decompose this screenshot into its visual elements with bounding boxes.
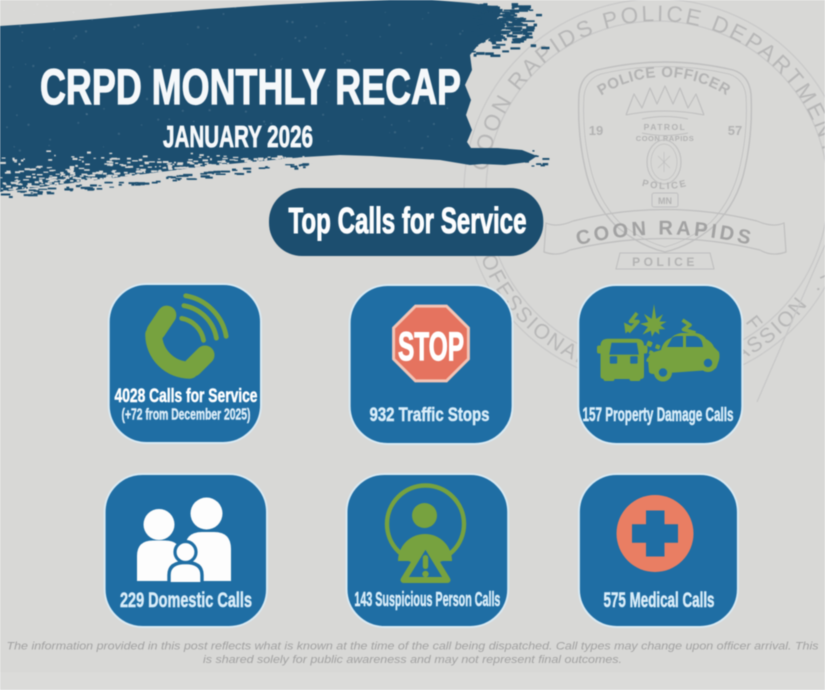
svg-text:(+72 from December 2025): (+72 from December 2025) bbox=[122, 407, 251, 424]
svg-text:POLICE: POLICE bbox=[641, 178, 689, 192]
svg-text:POLICE: POLICE bbox=[632, 255, 698, 269]
svg-text:STOP: STOP bbox=[398, 325, 464, 369]
svg-text:T: T bbox=[814, 266, 825, 284]
svg-text:229 Domestic Calls: 229 Domestic Calls bbox=[120, 589, 252, 612]
svg-text:COON RAPIDS: COON RAPIDS bbox=[636, 134, 694, 143]
svg-text:The information provided in th: The information provided in this post re… bbox=[7, 641, 819, 653]
svg-text:PATROL: PATROL bbox=[644, 122, 687, 132]
svg-text:57: 57 bbox=[728, 123, 742, 138]
svg-text:932 Traffic Stops: 932 Traffic Stops bbox=[370, 405, 490, 426]
svg-text:JANUARY 2026: JANUARY 2026 bbox=[163, 119, 313, 154]
svg-text:4028 Calls for Service: 4028 Calls for Service bbox=[115, 386, 258, 407]
svg-text:MN: MN bbox=[658, 196, 672, 206]
svg-text:143 Suspicious Person Calls: 143 Suspicious Person Calls bbox=[354, 589, 500, 611]
svg-text:575 Medical Calls: 575 Medical Calls bbox=[604, 589, 715, 612]
svg-text:Top Calls for Service: Top Calls for Service bbox=[289, 200, 527, 241]
svg-text:is shared solely for public aw: is shared solely for public awareness an… bbox=[203, 654, 622, 666]
svg-text:CRPD MONTHLY RECAP: CRPD MONTHLY RECAP bbox=[40, 59, 461, 115]
svg-text:157 Property Damage Calls: 157 Property Damage Calls bbox=[583, 405, 734, 426]
svg-text:19: 19 bbox=[589, 123, 603, 138]
